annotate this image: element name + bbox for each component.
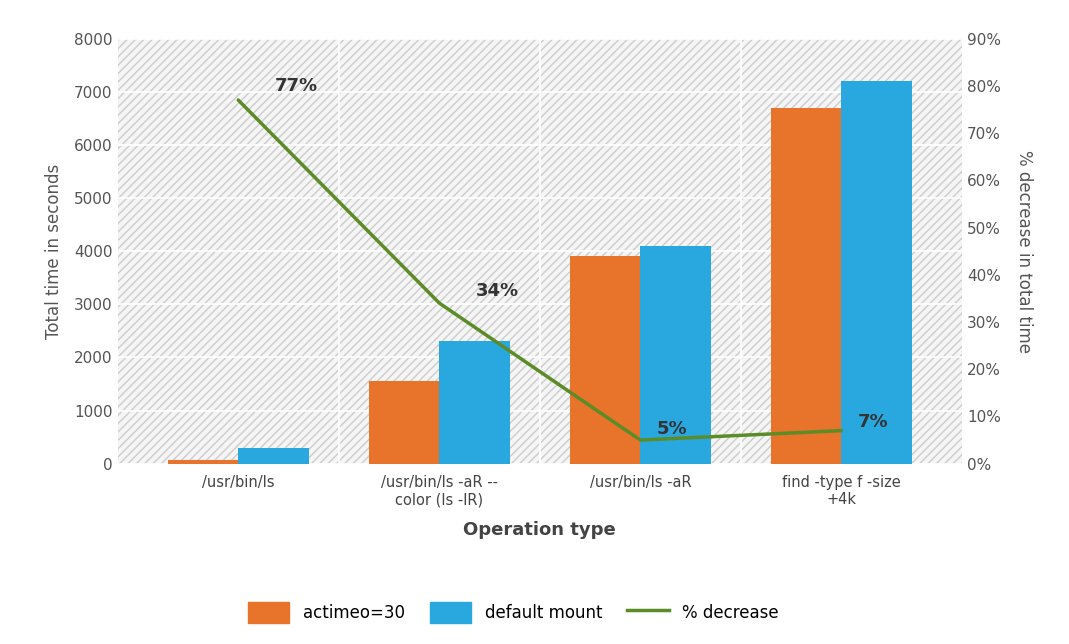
Text: 77%: 77%	[275, 77, 317, 95]
Text: 34%: 34%	[476, 282, 518, 300]
Legend: actimeo=30, default mount, % decrease: actimeo=30, default mount, % decrease	[241, 596, 786, 629]
Y-axis label: Total time in seconds: Total time in seconds	[45, 164, 63, 339]
Y-axis label: % decrease in total time: % decrease in total time	[1014, 149, 1033, 353]
Bar	[168, 460, 238, 464]
X-axis label: Operation type: Operation type	[464, 521, 616, 539]
Text: 7%: 7%	[857, 413, 888, 431]
Bar	[570, 256, 640, 464]
Bar	[439, 341, 510, 464]
Bar	[369, 381, 439, 464]
Bar	[640, 246, 711, 464]
Bar	[238, 448, 309, 464]
Bar	[841, 81, 912, 464]
Bar	[771, 108, 841, 464]
Text: 5%: 5%	[656, 420, 687, 438]
